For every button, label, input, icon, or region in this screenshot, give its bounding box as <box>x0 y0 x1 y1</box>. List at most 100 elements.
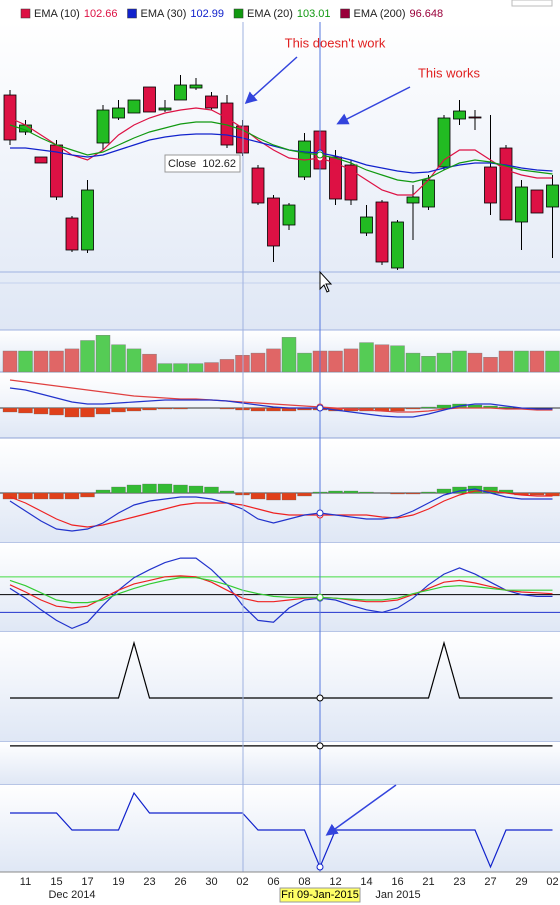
x-tick-label: 23 <box>143 876 155 888</box>
legend-value: 102.66 <box>84 8 118 20</box>
histogram-bar <box>219 407 235 410</box>
histogram-bar <box>390 492 405 495</box>
volume-bar <box>281 337 297 373</box>
volume-bar <box>405 352 421 373</box>
volume-bar <box>297 352 312 373</box>
volume-bar <box>33 350 49 373</box>
histogram-bar <box>343 490 359 494</box>
candle-body <box>499 147 513 221</box>
overlay <box>316 149 324 871</box>
histogram-bar <box>18 407 33 414</box>
histogram-bar <box>49 407 64 416</box>
histogram-bar <box>219 490 235 494</box>
tooltip-box <box>164 154 241 173</box>
hover-marker <box>316 509 324 517</box>
volume-bar <box>514 350 529 373</box>
candle-body <box>468 116 482 119</box>
x-tick-label: 14 <box>360 876 372 888</box>
candle-body <box>174 84 187 101</box>
volume-bar <box>173 363 188 373</box>
crosshair-label-box <box>279 887 361 903</box>
candle-body <box>344 164 358 201</box>
x-tick-label: 26 <box>174 876 186 888</box>
candle-body <box>360 216 373 234</box>
panel-background <box>0 632 560 742</box>
window-button[interactable] <box>511 0 553 7</box>
histogram-bar <box>188 485 204 494</box>
candle-body <box>127 99 141 114</box>
histogram-bar <box>173 484 188 494</box>
x-tick-label: 19 <box>112 876 124 888</box>
histogram-bar <box>281 492 297 501</box>
volume-bar <box>80 340 95 373</box>
volume-bar <box>64 348 80 373</box>
candle-body <box>282 204 296 226</box>
histogram-bar <box>18 492 33 500</box>
volume-bar <box>219 359 235 373</box>
x-axis-labels: 11 15 17 19 23 26 30 02 06 08 12 14 16 21 23 27 29 02 Dec … <box>20 876 559 903</box>
legend: EMA (10) 102.66 EMA (30) 102.99 EMA (20) 103.… <box>20 8 443 20</box>
histogram-bar <box>95 407 111 415</box>
histogram-bar <box>266 492 281 501</box>
x-tick-label: 06 <box>267 876 279 888</box>
legend-swatch <box>233 8 244 19</box>
arrow <box>244 56 298 105</box>
candle-body <box>453 110 466 120</box>
candle-body <box>530 189 544 214</box>
histogram-bar <box>421 406 436 409</box>
volume-bar <box>250 352 266 373</box>
volume-bar <box>343 348 359 373</box>
x-tick-label: 29 <box>515 876 527 888</box>
candle-body <box>406 196 420 204</box>
volume-bar <box>157 363 173 373</box>
hover-marker <box>316 404 324 412</box>
histogram-bar <box>2 492 18 500</box>
x-tick-label: 15 <box>50 876 62 888</box>
tooltip-value: 102.62 <box>202 158 236 170</box>
candle-body <box>3 94 17 141</box>
annotation: This doesn't work <box>285 35 386 50</box>
tooltip: Close 102.62 <box>164 154 241 173</box>
histogram-bar <box>33 492 49 500</box>
hover-marker <box>316 742 324 750</box>
volume-bar <box>359 342 374 373</box>
indicator-line <box>9 379 553 413</box>
hover-marker <box>316 593 324 601</box>
candle-body <box>158 107 172 111</box>
volume-bar <box>498 350 514 373</box>
histogram-bar <box>436 488 452 494</box>
candle-body <box>34 156 48 164</box>
volume-bar <box>545 350 560 373</box>
plot <box>0 75 560 869</box>
volume-bar <box>421 356 436 373</box>
indicator-line <box>10 791 553 869</box>
panel-backgrounds <box>0 22 560 873</box>
candle-body <box>329 156 342 200</box>
histogram-bar <box>405 492 421 495</box>
volume-bar <box>142 353 157 373</box>
arrow <box>325 784 397 836</box>
histogram-bar <box>436 404 452 409</box>
histogram-bar <box>204 486 219 494</box>
histogram-bar <box>328 490 343 494</box>
volume-bar <box>111 344 126 373</box>
month-label: Dec 2014 <box>48 889 95 901</box>
volume-bar <box>374 344 390 373</box>
histogram-bar <box>297 492 312 497</box>
month-label: Jan 2015 <box>375 889 420 901</box>
histogram-bar <box>111 486 126 494</box>
candle-body <box>484 166 497 204</box>
legend-swatch <box>127 8 137 19</box>
x-tick-label: 02 <box>236 876 248 888</box>
indicator-line <box>9 121 553 183</box>
legend-label: EMA (30) <box>141 8 187 20</box>
panel-background <box>0 742 560 785</box>
legend-value: 102.99 <box>190 8 224 20</box>
panel-background <box>0 543 560 632</box>
legend-value: 103.01 <box>297 8 331 20</box>
histogram-bar <box>64 492 80 500</box>
indicator-line <box>9 490 553 528</box>
indicator-line <box>9 557 553 630</box>
histogram-bar <box>111 407 126 413</box>
